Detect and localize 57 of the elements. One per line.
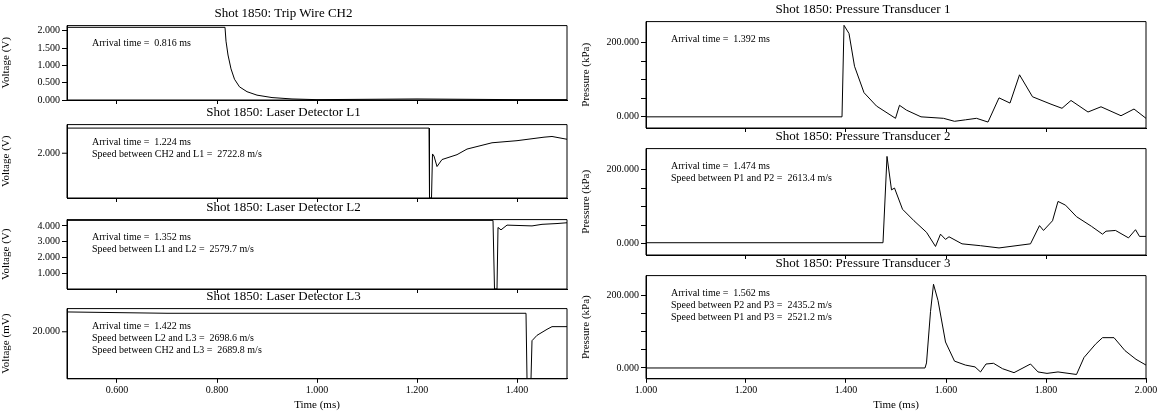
annotation: Arrival time = 1.224 ms <box>92 135 192 147</box>
x-tick-label: 1.400 <box>834 384 858 396</box>
annotation: Arrival time = 1.392 ms <box>671 32 771 44</box>
y-tick-label: 4.000 <box>37 219 60 231</box>
x-tick-label: 1.600 <box>934 384 958 396</box>
y-axis-title: Pressure (kPa) <box>579 42 593 107</box>
annotation: Speed between L1 and L2 = 2579.7 m/s <box>92 242 255 254</box>
x-tick-label: 1.200 <box>405 384 429 396</box>
x-tick-label: 2.000 <box>1134 384 1158 396</box>
annotation: Speed between P1 and P3 = 2521.2 m/s <box>671 310 833 322</box>
y-tick-label: 1.000 <box>37 59 60 71</box>
y-tick-label: 200.000 <box>606 36 639 48</box>
y-tick-label: 0.000 <box>616 110 639 122</box>
y-tick-label: 0.000 <box>616 361 639 373</box>
x-axis-title: Time (ms) <box>294 398 341 412</box>
annotation: Arrival time = 1.422 ms <box>92 319 192 331</box>
chart-title: Shot 1850: Laser Detector L3 <box>206 288 361 304</box>
x-tick-label: 0.600 <box>105 384 129 396</box>
annotation: Speed between CH2 and L1 = 2722.8 m/s <box>92 147 262 159</box>
x-tick-label: 1.000 <box>634 384 658 396</box>
y-axis-title: Voltage (mV) <box>0 313 13 374</box>
y-tick-label: 0.000 <box>37 93 60 105</box>
y-tick-label: 0.500 <box>37 76 60 88</box>
y-axis-title: Pressure (kPa) <box>579 294 593 360</box>
x-tick-label: 0.800 <box>205 384 229 396</box>
y-tick-label: 2.000 <box>37 24 60 36</box>
x-tick-label: 1.800 <box>1034 384 1058 396</box>
x-tick-label: 1.000 <box>305 384 329 396</box>
y-tick-label: 2.000 <box>37 251 60 263</box>
annotation: Arrival time = 1.352 ms <box>92 230 192 242</box>
y-axis-title: Voltage (V) <box>0 36 13 89</box>
y-axis-title: Voltage (V) <box>0 228 13 281</box>
y-tick-label: 200.000 <box>606 289 639 301</box>
y-tick-label: 200.000 <box>606 163 639 175</box>
x-tick-label: 1.200 <box>734 384 758 396</box>
y-tick-label: 1.000 <box>37 266 60 278</box>
y-tick-label: 0.000 <box>616 237 639 249</box>
chart-title: Shot 1850: Laser Detector L1 <box>206 104 361 120</box>
y-tick-label: 1.500 <box>37 41 60 53</box>
x-tick-label: 1.400 <box>505 384 529 396</box>
y-tick-label: 3.000 <box>37 235 60 247</box>
y-axis-title: Pressure (kPa) <box>579 169 593 234</box>
chart-title: Shot 1850: Trip Wire CH2 <box>214 5 353 21</box>
y-axis-title: Voltage (V) <box>0 135 13 188</box>
x-axis-title: Time (ms) <box>873 398 920 412</box>
annotation: Speed between CH2 and L3 = 2689.8 m/s <box>92 343 262 355</box>
annotation: Arrival time = 1.474 ms <box>671 159 771 171</box>
annotation: Arrival time = 1.562 ms <box>671 286 771 298</box>
chart-title: Shot 1850: Pressure Transducer 3 <box>775 255 951 271</box>
chart-title: Shot 1850: Pressure Transducer 2 <box>775 128 951 144</box>
chart-title: Shot 1850: Laser Detector L2 <box>206 199 361 215</box>
chart-title: Shot 1850: Pressure Transducer 1 <box>775 1 951 17</box>
annotation: Speed between L2 and L3 = 2698.6 m/s <box>92 331 255 343</box>
annotation: Speed between P1 and P2 = 2613.4 m/s <box>671 171 833 183</box>
text: 20.000 <box>32 325 60 337</box>
annotation: Arrival time = 0.816 ms <box>92 36 192 48</box>
annotation: Speed between P2 and P3 = 2435.2 m/s <box>671 298 833 310</box>
